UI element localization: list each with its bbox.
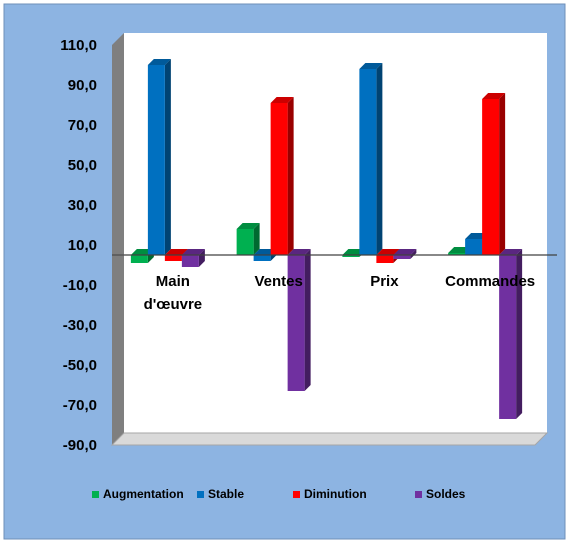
bar-side — [516, 249, 523, 419]
bar-soldes-3 — [499, 255, 517, 419]
legend-label: Stable — [208, 487, 244, 501]
bar-soldes-1 — [287, 255, 305, 391]
bar-diminution-3 — [482, 99, 500, 255]
bar-side — [287, 97, 294, 255]
bar-augmentation-1 — [236, 229, 254, 255]
bar-stable-2 — [359, 69, 377, 255]
bar-top — [164, 249, 188, 255]
category-label: d'œuvre — [144, 296, 203, 313]
bar-top — [376, 249, 400, 255]
bar-top — [359, 63, 383, 69]
side-wall — [112, 33, 124, 445]
bar-top — [287, 249, 311, 255]
legend-label: Diminution — [304, 487, 367, 501]
bar-top — [270, 97, 294, 103]
y-tick-label: 10,0 — [68, 237, 97, 254]
legend-swatch — [197, 491, 204, 498]
legend-label: Augmentation — [103, 487, 184, 501]
legend-swatch — [415, 491, 422, 498]
bar-side — [253, 223, 260, 255]
bar-diminution-1 — [270, 103, 288, 255]
y-tick-label: -50,0 — [63, 357, 97, 374]
bar-top — [236, 223, 260, 229]
bar-stable-1 — [253, 255, 271, 261]
y-tick-label: 30,0 — [68, 197, 97, 214]
bar-soldes-2 — [393, 255, 411, 259]
bar-top — [482, 93, 506, 99]
category-label: Ventes — [254, 273, 302, 290]
bar-top — [393, 249, 417, 255]
legend-label: Soldes — [426, 487, 466, 501]
y-tick-label: -90,0 — [63, 437, 97, 454]
bar-side — [410, 249, 417, 259]
y-tick-label: -30,0 — [63, 317, 97, 334]
legend-swatch — [293, 491, 300, 498]
bar-stable-3 — [465, 239, 483, 255]
floor — [110, 432, 549, 446]
legend-swatch — [92, 491, 99, 498]
bar-side — [376, 63, 383, 255]
bar-top — [499, 249, 523, 255]
y-tick-label: 110,0 — [60, 37, 97, 54]
bar-side — [499, 93, 506, 255]
bar-top — [181, 249, 205, 255]
category-label: Prix — [370, 273, 399, 290]
y-tick-label: -70,0 — [63, 397, 97, 414]
bar-side — [304, 249, 311, 391]
bar-side — [164, 59, 171, 255]
bar-soldes-0 — [181, 255, 199, 267]
y-tick-label: 90,0 — [68, 77, 97, 94]
y-tick-label: -10,0 — [63, 277, 97, 294]
bar-diminution-0 — [164, 255, 182, 261]
category-label: Commandes — [445, 273, 535, 290]
bar-diminution-2 — [376, 255, 394, 263]
bar-augmentation-3 — [448, 253, 466, 255]
bar-augmentation-2 — [342, 255, 360, 257]
y-tick-label: 70,0 — [68, 117, 97, 134]
bar-top — [147, 59, 171, 65]
y-tick-label: 50,0 — [68, 157, 97, 174]
bar-augmentation-0 — [130, 255, 148, 263]
category-label: Main — [156, 273, 190, 290]
bar-stable-0 — [147, 65, 165, 255]
